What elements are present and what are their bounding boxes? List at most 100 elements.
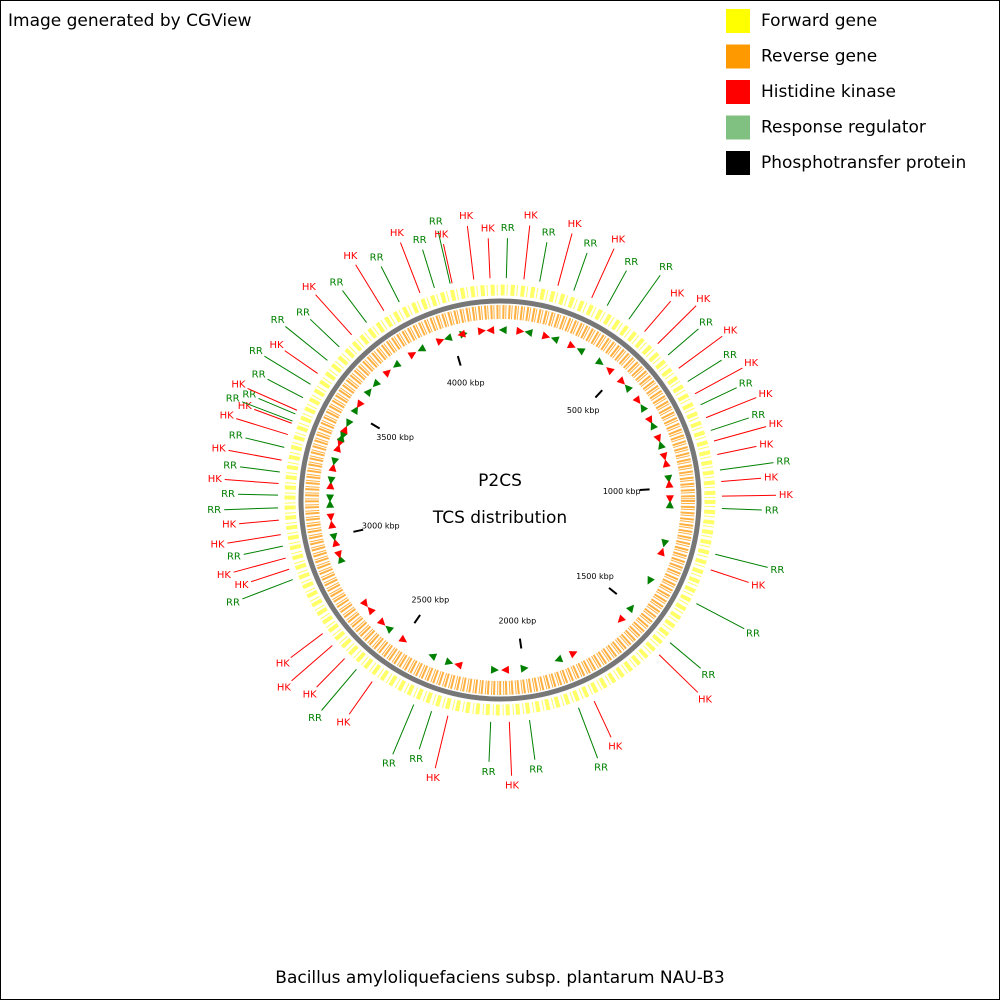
- feature-marker: [359, 598, 368, 608]
- feature-marker: [650, 421, 658, 431]
- feature-label: HK: [568, 219, 583, 230]
- feature-label: RR: [296, 307, 310, 318]
- leader-line: [578, 707, 599, 759]
- leader-line: [606, 270, 627, 306]
- legend-label: Response regulator: [761, 118, 926, 138]
- leader-line: [422, 249, 435, 289]
- tick-label: 500 kbp: [567, 406, 600, 415]
- feature-label: RR: [370, 253, 384, 264]
- leader-line: [233, 557, 286, 573]
- legend-swatch: [726, 44, 750, 69]
- feature-marker: [664, 474, 673, 483]
- feature-label: RR: [226, 393, 240, 404]
- feature-label: RR: [382, 759, 396, 770]
- feature-label: HK: [390, 228, 405, 239]
- footer: Bacillus amyloliquefaciens subsp. planta…: [275, 968, 724, 988]
- feature-marker: [328, 520, 337, 529]
- feature-marker: [417, 344, 427, 352]
- feature-marker: [329, 532, 338, 542]
- feature-label: RR: [770, 565, 784, 576]
- leader-line: [593, 700, 612, 738]
- feature-label: HK: [231, 379, 246, 390]
- leader-line: [591, 248, 615, 299]
- leader-line: [290, 633, 323, 659]
- feature-marker: [665, 495, 674, 504]
- feature-marker: [340, 430, 348, 440]
- leader-line: [721, 494, 776, 497]
- feature-label: HK: [764, 472, 779, 483]
- leader-line: [224, 479, 279, 485]
- feature-label: HK: [276, 659, 291, 670]
- leader-line: [669, 642, 702, 669]
- leader-line: [529, 719, 536, 760]
- feature-label: HK: [217, 570, 232, 581]
- feature-marker: [331, 457, 340, 466]
- feature-label: RR: [723, 350, 737, 361]
- leader-line: [264, 355, 311, 385]
- tick-label: 3500 kbp: [376, 433, 414, 442]
- feature-label: RR: [542, 227, 556, 238]
- leader-line: [250, 568, 290, 583]
- leader-line: [628, 274, 661, 320]
- feature-label: RR: [249, 346, 263, 357]
- feature-marker: [490, 665, 499, 674]
- feature-label: HK: [238, 401, 253, 412]
- leader-line: [315, 294, 353, 336]
- leader-line: [243, 545, 283, 555]
- backbone: [298, 298, 702, 702]
- feature-marker: [659, 451, 668, 461]
- leader-line: [487, 238, 491, 279]
- feature-marker: [661, 538, 670, 548]
- feature-marker: [435, 338, 445, 346]
- leader-line: [239, 519, 279, 525]
- feature-marker: [647, 575, 655, 585]
- feature-marker: [444, 333, 453, 341]
- feature-marker: [372, 378, 382, 388]
- legend-swatch: [726, 80, 750, 104]
- leader-line: [713, 426, 767, 442]
- feature-label: RR: [252, 370, 266, 381]
- feature-label: RR: [501, 223, 515, 234]
- feature-marker: [653, 433, 661, 443]
- feature-marker: [594, 357, 604, 366]
- feature-label: HK: [208, 474, 223, 485]
- feature-marker: [662, 459, 671, 468]
- feature-marker: [393, 359, 402, 368]
- feature-marker: [501, 665, 510, 674]
- feature-marker: [617, 614, 626, 623]
- leader-line: [236, 418, 289, 436]
- leader-line: [694, 367, 743, 395]
- feature-marker: [554, 654, 564, 663]
- feature-label: RR: [229, 431, 243, 442]
- feature-marker: [644, 415, 653, 424]
- leader-line: [241, 401, 293, 422]
- feature-label: HK: [481, 223, 496, 234]
- feature-label: HK: [222, 520, 237, 531]
- legend-label: Histidine kinase: [761, 82, 896, 102]
- feature-label: HK: [343, 251, 358, 262]
- leader-line: [437, 230, 451, 284]
- leader-line: [285, 326, 328, 361]
- feature-label: HK: [220, 411, 235, 422]
- feature-marker: [632, 395, 641, 404]
- feature-label: RR: [308, 713, 322, 724]
- legend-swatch: [726, 9, 750, 33]
- feature-marker: [550, 336, 560, 345]
- feature-label: HK: [459, 211, 474, 222]
- feature-label: HK: [303, 689, 318, 700]
- feature-marker: [326, 481, 335, 490]
- tick-label: 1000 kbp: [603, 487, 641, 496]
- center-subtitle: TCS distribution: [432, 508, 567, 528]
- feature-label: HK: [759, 439, 774, 450]
- leader-line: [717, 445, 757, 456]
- feature-marker: [382, 369, 391, 378]
- feature-label: RR: [482, 767, 496, 778]
- feature-marker: [656, 547, 665, 557]
- feature-label: HK: [524, 211, 539, 222]
- feature-label: RR: [409, 754, 423, 765]
- leader-line: [678, 335, 723, 369]
- leader-line: [238, 493, 279, 496]
- leader-line: [240, 466, 280, 473]
- leader-line: [380, 266, 400, 303]
- feature-marker: [568, 651, 578, 659]
